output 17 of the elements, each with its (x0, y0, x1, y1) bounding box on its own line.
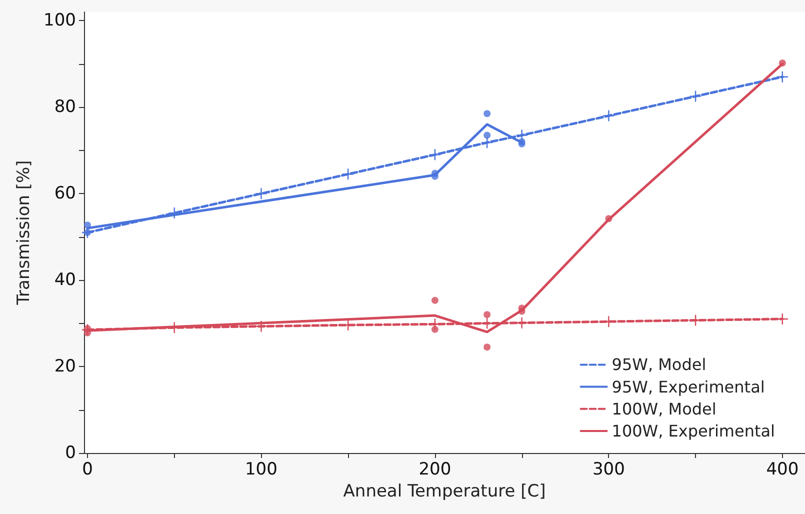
y-tick-label: 40 (54, 270, 76, 290)
y-tick-label: 20 (54, 356, 76, 377)
x-axis-title: Anneal Temperature [C] (343, 482, 546, 502)
y-axis-title: Transmission [%] (14, 160, 34, 306)
legend-label: 100W, Experimental (612, 422, 776, 440)
y-tick-label: 60 (54, 184, 76, 204)
x-tick-label: 400 (766, 460, 799, 480)
x-tick-label: 100 (244, 460, 278, 480)
y-tick-label: 0 (65, 443, 76, 463)
x-tick-label: 200 (418, 460, 452, 480)
legend-label: 95W, Experimental (612, 377, 765, 396)
y-tick-label: 100 (44, 10, 76, 31)
y-tick-label: 80 (54, 97, 76, 118)
legend-label: 95W, Model (612, 355, 706, 374)
legend-label: 100W, Model (612, 399, 716, 418)
x-tick-label: 300 (592, 460, 625, 480)
x-tick-label: 0 (82, 460, 93, 480)
